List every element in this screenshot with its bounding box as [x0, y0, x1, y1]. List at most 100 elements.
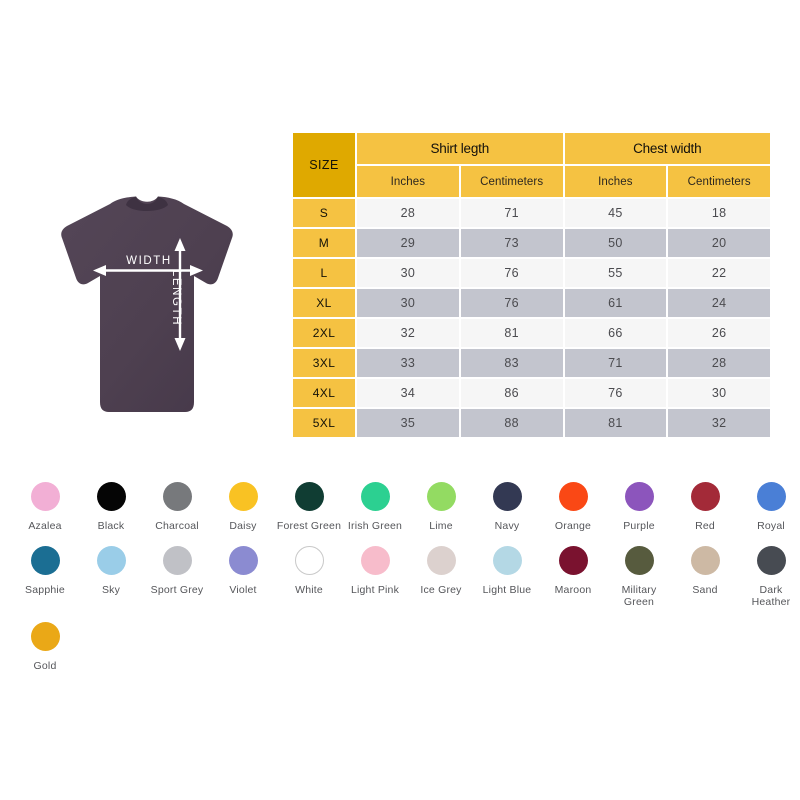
swatch-label: Sport Grey [150, 583, 204, 596]
swatch-label: Gold [33, 659, 57, 672]
width-arrow-head-right [190, 265, 203, 276]
swatch-dot-icon[interactable] [30, 545, 60, 575]
color-swatch[interactable]: Navy [474, 482, 540, 533]
swatch-dot-icon[interactable] [624, 545, 654, 575]
color-swatch-palette: Azalea Black Charcoal Daisy Forest Green Iris… [12, 482, 790, 685]
table-row: 3XL 33 83 71 28 [293, 349, 770, 377]
cell-size: M [293, 229, 355, 257]
cell-size: 5XL [293, 409, 355, 437]
swatch-dot-icon[interactable] [756, 482, 786, 511]
swatch-dot-icon[interactable] [360, 545, 390, 575]
table-row: 4XL 34 86 76 30 [293, 379, 770, 407]
swatch-dot-icon[interactable] [96, 482, 126, 511]
table-header-row-units: Inches Centimeters Inches Centimeters [293, 166, 770, 197]
table-row: M 29 73 50 20 [293, 229, 770, 257]
swatch-dot-icon[interactable] [624, 482, 654, 511]
color-swatch[interactable]: Military Green [606, 545, 672, 609]
cell-chest-centimeters: 30 [668, 379, 770, 407]
color-swatch[interactable]: Violet [210, 545, 276, 597]
swatch-dot-icon[interactable] [426, 482, 456, 511]
cell-length-centimeters: 71 [460, 199, 563, 227]
color-swatch[interactable]: Light Blue [474, 545, 540, 597]
length-arrow-head-bottom [174, 338, 186, 351]
table-row: S 28 71 45 18 [293, 199, 770, 227]
swatch-row-1: Azalea Black Charcoal Daisy Forest Green Iris… [12, 482, 788, 533]
swatch-row-3: Gold [12, 621, 788, 673]
color-swatch[interactable]: Purple [606, 482, 672, 533]
swatch-label: Maroon [554, 583, 592, 596]
color-swatch[interactable]: Red [672, 482, 738, 533]
color-swatch[interactable]: Maroon [540, 545, 606, 597]
swatch-dot-icon[interactable] [426, 545, 456, 575]
color-swatch[interactable]: Sapphie [12, 545, 78, 597]
color-swatch[interactable]: Black [78, 482, 144, 533]
cell-chest-centimeters: 20 [668, 229, 770, 257]
swatch-dot-icon[interactable] [492, 482, 522, 511]
color-swatch[interactable]: White [276, 545, 342, 597]
cell-length-centimeters: 76 [460, 259, 563, 287]
color-swatch[interactable]: Orange [540, 482, 606, 533]
swatch-label: Dark Heather [751, 583, 791, 609]
table-header-row-groups: SIZE Shirt legth Chest width [293, 133, 770, 197]
color-swatch[interactable]: Ice Grey [408, 545, 474, 597]
swatch-dot-icon[interactable] [690, 482, 720, 511]
swatch-label: Irish Green [347, 520, 403, 532]
color-swatch[interactable]: Lime [408, 482, 474, 533]
swatch-dot-icon[interactable] [558, 482, 588, 511]
swatch-dot-icon[interactable] [558, 545, 588, 575]
cell-length-centimeters: 88 [460, 409, 563, 437]
cell-length-inches: 34 [357, 379, 459, 407]
swatch-label: White [295, 583, 323, 596]
color-swatch[interactable]: Daisy [210, 482, 276, 533]
color-swatch[interactable]: Royal [738, 482, 800, 533]
cell-size: 2XL [293, 319, 355, 347]
color-swatch[interactable]: Gold [12, 621, 78, 673]
color-swatch[interactable]: Charcoal [144, 482, 210, 533]
swatch-dot-icon[interactable] [30, 482, 60, 511]
swatch-label: Light Blue [482, 583, 532, 596]
cell-chest-centimeters: 18 [668, 199, 770, 227]
swatch-dot-icon[interactable] [96, 545, 126, 575]
swatch-dot-icon[interactable] [228, 545, 258, 575]
swatch-label: Black [97, 520, 125, 532]
header-group-shirt-length: Shirt legth [357, 133, 563, 164]
swatch-dot-icon[interactable] [294, 482, 324, 511]
cell-length-inches: 30 [357, 259, 459, 287]
swatch-dot-icon[interactable] [30, 621, 60, 651]
swatch-dot-icon[interactable] [162, 482, 192, 511]
swatch-dot-icon[interactable] [492, 545, 522, 575]
tshirt-measurement-diagram: WIDTH LENGTH [22, 190, 272, 425]
cell-chest-centimeters: 28 [668, 349, 770, 377]
table-row: 2XL 32 81 66 26 [293, 319, 770, 347]
table-body: S 28 71 45 18 M 29 73 50 20 L 30 76 55 2… [293, 199, 770, 437]
color-swatch[interactable]: Irish Green [342, 482, 408, 533]
color-swatch[interactable]: Azalea [12, 482, 78, 533]
color-swatch[interactable]: Forest Green [276, 482, 342, 533]
swatch-dot-icon[interactable] [756, 545, 786, 575]
cell-size: 4XL [293, 379, 355, 407]
cell-chest-centimeters: 24 [668, 289, 770, 317]
color-swatch[interactable]: Dark Heather [738, 545, 800, 609]
cell-size: 3XL [293, 349, 355, 377]
swatch-dot-icon[interactable] [690, 545, 720, 575]
cell-length-centimeters: 86 [460, 379, 563, 407]
swatch-dot-icon[interactable] [162, 545, 192, 575]
cell-length-centimeters: 83 [460, 349, 563, 377]
table-row: XL 30 76 61 24 [293, 289, 770, 317]
color-swatch[interactable]: Sky [78, 545, 144, 597]
tshirt-silhouette [61, 196, 233, 412]
color-swatch[interactable]: Sand [672, 545, 738, 597]
header-chest-inches: Inches [564, 166, 667, 197]
color-swatch[interactable]: Light Pink [342, 545, 408, 597]
swatch-label: Azalea [28, 520, 62, 532]
swatch-dot-icon[interactable] [228, 482, 258, 511]
swatch-dot-icon[interactable] [294, 545, 324, 575]
swatch-label: Ice Grey [420, 583, 462, 596]
swatch-label: Sapphie [25, 583, 65, 596]
swatch-dot-icon[interactable] [360, 482, 390, 511]
swatch-label: Violet [229, 583, 257, 596]
color-swatch[interactable]: Sport Grey [144, 545, 210, 597]
cell-length-inches: 32 [357, 319, 459, 347]
cell-length-centimeters: 76 [460, 289, 563, 317]
swatch-label: Charcoal [155, 520, 199, 532]
